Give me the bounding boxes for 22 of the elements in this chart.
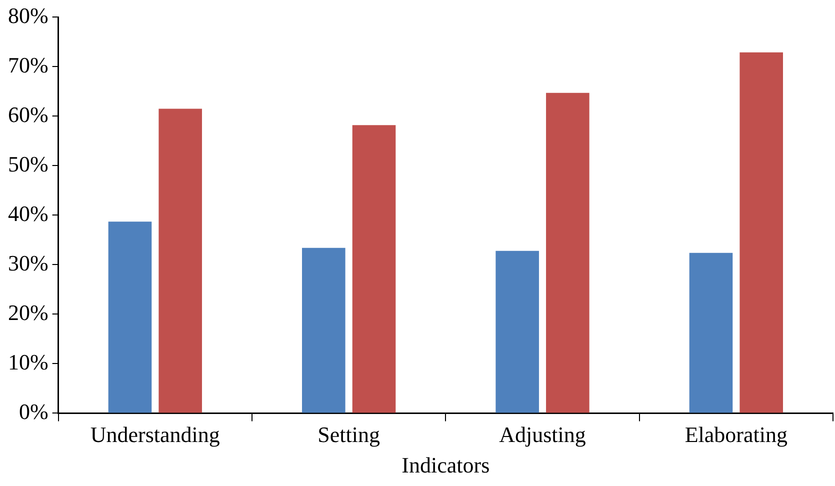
bar xyxy=(546,92,590,413)
bar xyxy=(158,108,202,413)
y-tick-label: 0% xyxy=(19,398,48,424)
x-tick-label: Setting xyxy=(318,422,380,448)
bar xyxy=(496,250,539,413)
bar xyxy=(302,248,346,413)
y-tick-label: 30% xyxy=(8,250,48,276)
y-tick-label: 10% xyxy=(8,349,48,374)
bar xyxy=(108,222,152,413)
x-axis-title: Indicators xyxy=(402,452,490,478)
bar xyxy=(740,52,783,413)
bar xyxy=(689,252,733,413)
bar xyxy=(352,125,396,413)
y-tick-label: 80% xyxy=(8,2,48,28)
y-tick-label: 20% xyxy=(8,300,48,325)
y-tick-label: 60% xyxy=(8,102,48,127)
y-tick-label: 70% xyxy=(8,52,48,78)
x-tick-label: Adjusting xyxy=(499,422,586,448)
x-tick-label: Elaborating xyxy=(684,422,788,448)
y-tick-label: 50% xyxy=(8,151,48,176)
y-tick-label: 40% xyxy=(8,200,48,226)
x-tick-label: Understanding xyxy=(90,422,220,448)
